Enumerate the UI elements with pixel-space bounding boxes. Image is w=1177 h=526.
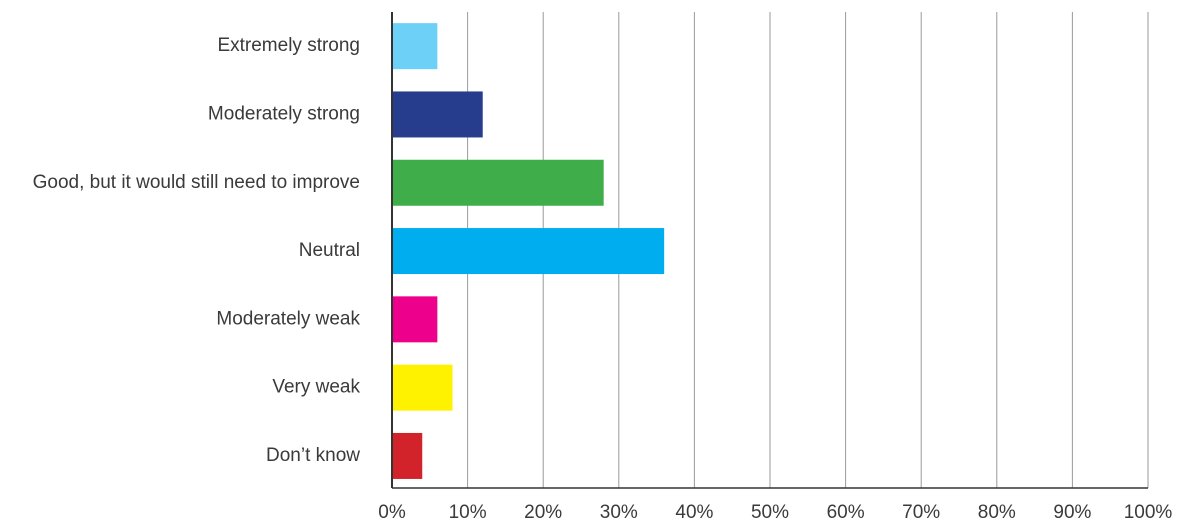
category-label-1: Moderately strong: [208, 103, 360, 124]
x-tick-label-70: 70%: [902, 502, 940, 523]
x-tick-label-50: 50%: [751, 502, 789, 523]
category-label-4: Moderately weak: [216, 308, 360, 329]
x-tick-labels: 0% 10% 20% 30% 40% 50% 60% 70% 80% 90% 100%: [378, 502, 1172, 523]
bar-1: [392, 91, 483, 138]
bar-5: [392, 364, 453, 411]
bar-4: [392, 296, 438, 343]
category-label-2: Good, but it would still need to improve: [33, 172, 360, 193]
x-tick-label-0: 0%: [378, 502, 406, 523]
bar-2: [392, 159, 604, 206]
x-tick-label-40: 40%: [675, 502, 713, 523]
x-tick-label-80: 80%: [978, 502, 1016, 523]
x-tick-label-20: 20%: [524, 502, 562, 523]
bar-0: [392, 23, 438, 70]
gridlines: [467, 12, 1149, 488]
x-tick-label-60: 60%: [827, 502, 865, 523]
category-labels: Extremely strong Moderately strong Good, b…: [33, 35, 361, 466]
category-label-5: Very weak: [272, 377, 360, 398]
category-label-0: Extremely strong: [217, 35, 360, 56]
x-tick-label-100: 100%: [1124, 502, 1173, 523]
category-label-6: Don’t know: [266, 445, 360, 466]
category-label-3: Neutral: [299, 240, 360, 261]
bar-3: [392, 228, 665, 275]
bars: [392, 23, 665, 479]
bar-6: [392, 432, 423, 479]
x-tick-label-30: 30%: [600, 502, 638, 523]
x-tick-label-90: 90%: [1053, 502, 1091, 523]
x-tick-label-10: 10%: [449, 502, 487, 523]
axes: [391, 12, 1148, 489]
